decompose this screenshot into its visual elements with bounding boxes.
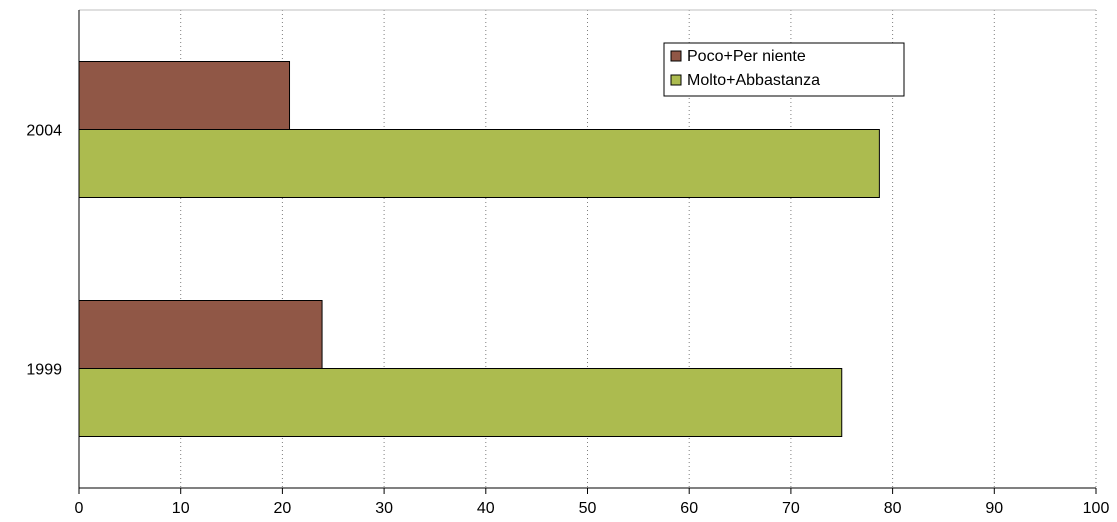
x-tick-label: 70: [782, 500, 800, 517]
x-tick-label: 40: [477, 500, 495, 517]
bar-poco-1999: [78, 300, 323, 369]
x-tick-label: 90: [985, 500, 1003, 517]
x-tick-label: 30: [375, 500, 393, 517]
x-tick-label: 0: [75, 500, 84, 517]
gridlines: [79, 9, 1097, 488]
bar-poco-2004: [78, 61, 291, 130]
x-tick-label: 80: [884, 500, 902, 517]
category-label: 1999: [26, 362, 62, 379]
legend-label-molto: Molto+Abbastanza: [687, 72, 820, 89]
bars: [78, 61, 880, 437]
x-axis-ticks: 0 10 20 30 40 50 60 70 80 90 100: [75, 488, 1110, 517]
legend-label-poco: Poco+Per niente: [687, 48, 806, 65]
x-tick-label: 20: [274, 500, 292, 517]
legend: Poco+Per niente Molto+Abbastanza: [663, 42, 905, 97]
x-tick-label: 10: [172, 500, 190, 517]
bar-molto-2004: [78, 129, 880, 198]
legend-box: [663, 42, 905, 97]
legend-swatch-molto: [670, 74, 682, 86]
x-tick-label: 100: [1083, 500, 1110, 517]
bar-molto-1999: [78, 368, 843, 437]
category-label: 2004: [26, 123, 62, 140]
x-tick-label: 50: [579, 500, 597, 517]
y-axis-categories: 1999 2004: [26, 123, 62, 379]
x-tick-label: 60: [680, 500, 698, 517]
legend-swatch-poco: [670, 50, 682, 62]
